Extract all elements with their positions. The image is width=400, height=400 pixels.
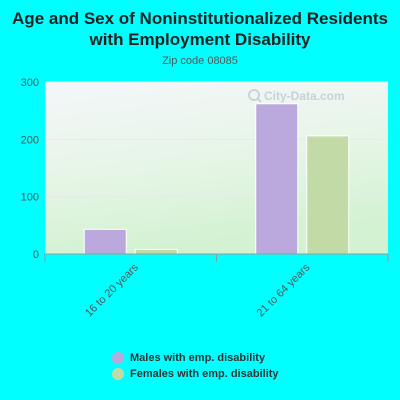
x-tick-label: 16 to 20 years [83, 261, 141, 319]
bar-females [306, 135, 350, 255]
legend-item-females: Females with emp. disability [112, 366, 279, 382]
y-tick-label: 300 [21, 77, 39, 89]
bar-females [134, 248, 178, 255]
chart-title: Age and Sex of Noninstitutionalized Resi… [12, 9, 388, 49]
watermark: City-Data.com [248, 89, 345, 103]
bar-males [255, 103, 299, 255]
bar-males [83, 228, 127, 255]
legend-swatch-females [112, 368, 124, 380]
y-tick-label: 100 [21, 192, 39, 204]
legend-label-females: Females with emp. disability [130, 368, 279, 380]
svg-text:City-Data.com: City-Data.com [264, 89, 345, 103]
legend-item-males: Males with emp. disability [112, 350, 279, 366]
x-tick-label: 21 to 64 years [255, 261, 313, 319]
legend-label-males: Males with emp. disability [130, 352, 266, 364]
y-tick-label: 200 [21, 134, 39, 146]
legend: Males with emp. disability Females with … [112, 350, 279, 382]
y-tick-label: 0 [33, 249, 39, 261]
legend-swatch-males [112, 352, 124, 364]
chart-subtitle: Zip code 08085 [162, 55, 238, 67]
